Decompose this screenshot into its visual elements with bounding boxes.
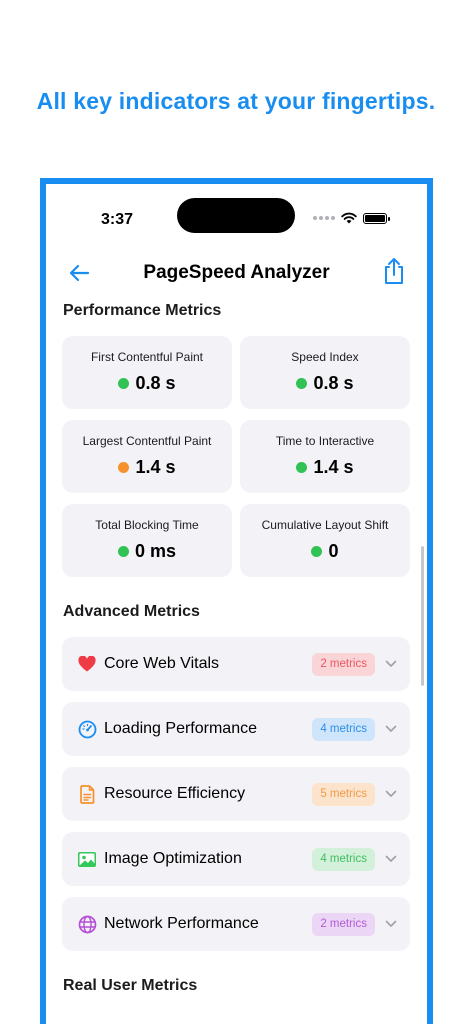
metric-label: Largest Contentful Paint [82,434,212,448]
status-icons [313,212,390,224]
status-dot [118,378,130,389]
globe-icon [77,914,97,934]
share-icon[interactable] [381,256,407,286]
back-arrow-icon[interactable] [66,260,92,286]
chevron-down-icon[interactable] [385,723,397,735]
status-dot [117,546,129,557]
metric-card-lcp: Largest Contentful Paint 1.4 s [62,420,232,493]
status-dot [311,546,323,557]
metric-label: Time to Interactive [275,434,375,448]
performance-metrics-grid: First Contentful Paint 0.8 s Speed Index… [62,336,410,577]
chevron-down-icon[interactable] [385,658,397,670]
page-title: PageSpeed Analyzer [143,262,330,283]
promo-headline: All key indicators at your fingertips. [36,88,436,114]
metric-card-cls: Cumulative Layout Shift 0 [240,504,410,577]
metric-value: 0 ms [134,541,177,561]
gauge-icon [77,719,97,739]
metric-label: Total Blocking Time [95,518,199,532]
metric-count-badge: 2 metrics [312,653,375,676]
cellular-signal-icon [313,216,335,220]
chevron-down-icon[interactable] [385,788,397,800]
real-user-section-title: Real User Metrics [63,977,198,994]
advanced-metrics-list: Core Web Vitals 2 metrics Loading Perfor… [62,637,410,962]
photo-icon [77,849,97,869]
chevron-down-icon[interactable] [385,853,397,865]
battery-icon [363,212,390,224]
document-icon [77,784,97,804]
metric-value: 1.4 s [135,457,176,477]
status-time: 3:37 [101,211,134,228]
status-dot [296,462,308,473]
advanced-row-resource-efficiency[interactable]: Resource Efficiency 5 metrics [62,767,410,821]
status-bar: 3:37 [46,184,427,244]
wifi-icon [341,212,357,224]
metric-card-tbt: Total Blocking Time 0 ms [62,504,232,577]
advanced-row-label: Network Performance [104,915,259,932]
metric-value: 0.8 s [135,373,176,393]
performance-section-title: Performance Metrics [63,302,222,319]
chevron-down-icon[interactable] [385,918,397,930]
metric-count-badge: 4 metrics [312,848,375,871]
advanced-row-label: Core Web Vitals [104,655,220,672]
metric-value: 0.8 s [313,373,354,393]
scroll-indicator[interactable] [421,546,424,686]
metric-card-speed-index: Speed Index 0.8 s [240,336,410,409]
metric-label: Speed Index [291,350,359,364]
advanced-row-image-optimization[interactable]: Image Optimization 4 metrics [62,832,410,886]
advanced-row-core-web-vitals[interactable]: Core Web Vitals 2 metrics [62,637,410,691]
dynamic-island [177,198,295,233]
status-dot [296,378,308,389]
navigation-bar: PageSpeed Analyzer [46,252,427,292]
metric-card-tti: Time to Interactive 1.4 s [240,420,410,493]
metric-count-badge: 5 metrics [312,783,375,806]
advanced-row-loading-performance[interactable]: Loading Performance 4 metrics [62,702,410,756]
advanced-row-network-performance[interactable]: Network Performance 2 metrics [62,897,410,951]
status-dot [118,462,130,473]
phone-screen: 3:37 PageSpeed Analyzer Performance Metr… [40,178,433,1024]
metric-value: 0 [328,541,339,561]
metric-label: First Contentful Paint [90,350,204,364]
advanced-row-label: Image Optimization [104,850,242,867]
advanced-row-label: Loading Performance [104,720,257,737]
metric-label: Cumulative Layout Shift [261,518,389,532]
advanced-section-title: Advanced Metrics [63,603,200,620]
heart-icon [77,654,97,674]
metric-value: 1.4 s [313,457,354,477]
metric-card-fcp: First Contentful Paint 0.8 s [62,336,232,409]
metric-count-badge: 2 metrics [312,913,375,936]
metric-count-badge: 4 metrics [312,718,375,741]
advanced-row-label: Resource Efficiency [104,785,246,802]
